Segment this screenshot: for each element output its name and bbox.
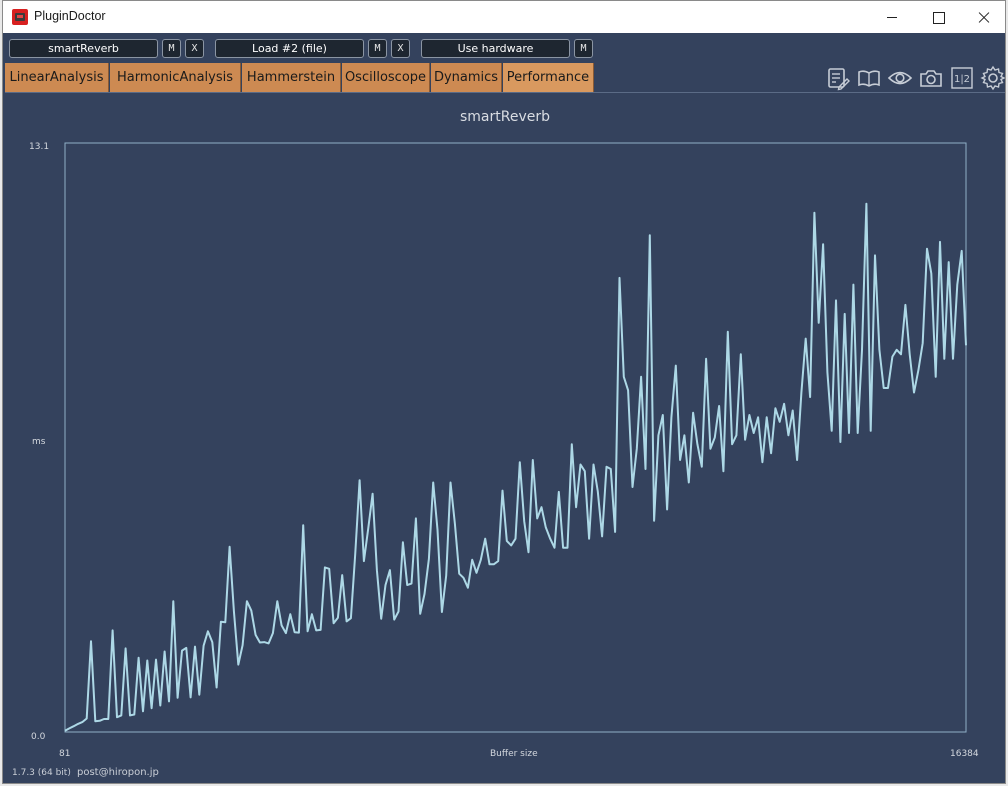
contact-email: post@hiropon.jp	[77, 767, 159, 778]
settings-icon[interactable]	[980, 65, 1005, 91]
book-icon[interactable]	[856, 65, 882, 91]
title-bar: PluginDoctor	[3, 1, 1005, 33]
window-title: PluginDoctor	[34, 9, 106, 23]
y-axis-label: ms	[32, 437, 46, 447]
compare-icon-text: 1|2	[954, 74, 970, 85]
eye-icon[interactable]	[887, 65, 913, 91]
plot-frame	[64, 142, 967, 733]
x-tick-max: 16384	[950, 749, 979, 759]
slot-2-x-button[interactable]: X	[391, 39, 410, 58]
tab-performance[interactable]: Performance	[503, 63, 594, 93]
slot-2-m-button[interactable]: M	[368, 39, 387, 58]
tab-hammerstein[interactable]: Hammerstein	[242, 63, 341, 93]
series-line-processing-time	[64, 202, 967, 732]
slot-1-m-button[interactable]: M	[162, 39, 181, 58]
edit-notes-icon[interactable]	[825, 65, 851, 91]
minimize-button[interactable]	[869, 1, 915, 33]
plugin-slot-1-button[interactable]: smartReverb	[9, 39, 158, 58]
y-tick-min: 0.0	[31, 732, 46, 742]
tab-divider	[5, 92, 1005, 93]
slot-1-x-button[interactable]: X	[185, 39, 204, 58]
tab-harmonic-analysis[interactable]: HarmonicAnalysis	[110, 63, 241, 93]
app-icon	[12, 9, 28, 25]
compare-1-2-icon[interactable]: 1|2	[949, 65, 975, 91]
hardware-slot-button[interactable]: Use hardware	[421, 39, 570, 58]
x-axis-label: Buffer size	[490, 749, 538, 759]
version-label: 1.7.3 (64 bit)	[12, 768, 71, 778]
tab-oscilloscope[interactable]: Oscilloscope	[342, 63, 430, 93]
x-tick-min: 81	[59, 749, 71, 759]
chart-title: smartReverb	[459, 109, 550, 125]
camera-icon[interactable]	[918, 65, 944, 91]
slot-3-m-button[interactable]: M	[574, 39, 593, 58]
tab-dynamics[interactable]: Dynamics	[431, 63, 502, 93]
tab-linear-analysis[interactable]: LinearAnalysis	[5, 63, 109, 93]
plugin-slot-2-button[interactable]: Load #2 (file)	[215, 39, 364, 58]
maximize-button[interactable]	[915, 1, 961, 33]
y-tick-max: 13.1	[29, 142, 50, 152]
close-window-button[interactable]	[961, 1, 1005, 33]
